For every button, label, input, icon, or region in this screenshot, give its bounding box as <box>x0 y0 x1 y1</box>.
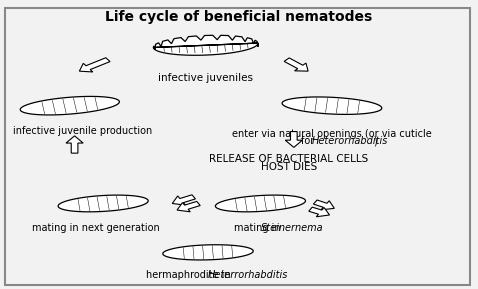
Polygon shape <box>177 201 200 212</box>
Text: ): ) <box>373 136 377 147</box>
Polygon shape <box>66 136 83 153</box>
Polygon shape <box>163 245 253 260</box>
Polygon shape <box>314 200 334 210</box>
Polygon shape <box>284 58 308 71</box>
Polygon shape <box>282 97 382 114</box>
Text: Heterorhabditis: Heterorhabditis <box>312 136 388 147</box>
Text: mating in next generation: mating in next generation <box>32 223 160 233</box>
Polygon shape <box>58 195 148 212</box>
Text: Life cycle of beneficial nematodes: Life cycle of beneficial nematodes <box>105 10 373 24</box>
Polygon shape <box>285 131 303 147</box>
Polygon shape <box>216 195 305 212</box>
Text: infective juveniles: infective juveniles <box>158 73 253 83</box>
Text: for: for <box>301 136 317 147</box>
Text: HOST DIES: HOST DIES <box>261 162 317 172</box>
Text: Heterrorhabditis: Heterrorhabditis <box>208 270 288 280</box>
Polygon shape <box>20 97 120 115</box>
Text: enter via natural openings (or via cuticle: enter via natural openings (or via cutic… <box>232 129 432 139</box>
Polygon shape <box>172 195 196 205</box>
Polygon shape <box>309 207 329 217</box>
Text: mating in: mating in <box>234 223 284 233</box>
Text: hermaphrodite in: hermaphrodite in <box>146 270 234 280</box>
Polygon shape <box>153 35 258 55</box>
Text: RELEASE OF BACTERIAL CELLS: RELEASE OF BACTERIAL CELLS <box>209 154 369 164</box>
Text: infective juvenile production: infective juvenile production <box>12 126 152 136</box>
Polygon shape <box>79 58 110 72</box>
Text: Steinernema: Steinernema <box>261 223 323 233</box>
